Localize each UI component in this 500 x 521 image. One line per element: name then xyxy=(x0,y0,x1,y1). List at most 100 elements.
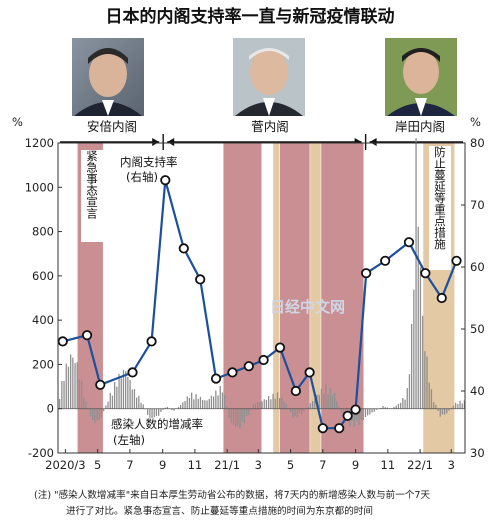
cases-label-line1: 感染人数的增减率 xyxy=(111,417,203,431)
case-bar xyxy=(303,408,305,412)
case-bar xyxy=(109,392,111,409)
case-bar xyxy=(85,401,87,409)
approval-label-line1: 内阁支持率 xyxy=(120,155,178,169)
case-bar xyxy=(290,408,292,413)
case-bar xyxy=(217,395,219,409)
case-bar xyxy=(133,389,136,409)
case-bar xyxy=(283,401,285,409)
era-label-kishida: 岸田内阁 xyxy=(395,119,445,134)
x-axis: 2020/3 5 7 9 11 21/1 3 5 7 9 11 22/1 3 xyxy=(45,449,455,472)
case-bar xyxy=(353,408,356,427)
case-bar xyxy=(336,401,338,409)
note-line-1: (注) "感染人数增减率"来自日本厚生劳动省公布的数据，将7天内的新增感染人数与… xyxy=(34,489,431,501)
case-bar xyxy=(116,386,118,409)
cases-label-line2: (左轴) xyxy=(113,433,145,447)
case-bar xyxy=(208,399,210,409)
case-bar xyxy=(136,397,138,409)
x-tick-label-7: 5 xyxy=(287,458,294,472)
era-arrow-head-left-2 xyxy=(369,138,377,146)
case-bar xyxy=(259,401,261,409)
plot-frame xyxy=(57,142,466,454)
case-bar xyxy=(281,397,283,409)
priority-period-0 xyxy=(273,143,280,453)
case-bar xyxy=(94,408,96,424)
case-bar xyxy=(292,408,294,418)
case-bar xyxy=(375,408,378,410)
case-bar xyxy=(334,393,336,409)
case-bar xyxy=(138,395,140,409)
case-bar xyxy=(261,401,263,409)
case-bar xyxy=(360,408,362,420)
case-bar xyxy=(140,402,142,409)
case-bar xyxy=(248,408,250,415)
case-bar xyxy=(149,408,151,418)
case-bar xyxy=(199,396,202,409)
case-bar xyxy=(239,408,241,429)
case-bar xyxy=(243,408,246,424)
case-bar xyxy=(404,399,406,409)
approval-point-22 xyxy=(420,268,431,279)
case-bar xyxy=(294,408,296,417)
case-bar xyxy=(228,408,230,418)
right-tick-label-3: 60 xyxy=(470,260,485,274)
left-tick-label-7: 1200 xyxy=(25,136,54,150)
case-bar xyxy=(158,408,160,416)
x-tick-label-12: 3 xyxy=(448,458,455,472)
case-bar xyxy=(257,402,259,409)
case-bar xyxy=(219,386,221,409)
case-bar xyxy=(463,400,466,409)
case-bar xyxy=(459,400,461,409)
case-bar xyxy=(226,407,228,409)
approval-point-5 xyxy=(160,175,171,186)
case-bar xyxy=(446,408,448,414)
case-bar xyxy=(197,398,199,409)
case-bar xyxy=(235,408,237,428)
portrait-abe xyxy=(72,38,144,116)
era-labels: 安倍内阁 菅内阁 岸田内阁 xyxy=(87,119,445,134)
priority-label: 防止蔓延等重点措施 xyxy=(433,145,447,250)
x-tick-label-11: 22/1 xyxy=(407,458,433,472)
case-bar xyxy=(338,406,340,409)
case-bar xyxy=(230,408,232,424)
x-tick-label-9: 9 xyxy=(352,458,359,472)
right-tick-label-2: 50 xyxy=(470,322,485,336)
case-bar xyxy=(327,394,329,409)
approval-series xyxy=(57,175,462,434)
case-bar xyxy=(215,390,217,409)
case-bar xyxy=(120,378,122,409)
case-bar xyxy=(417,226,419,409)
priority-period-1 xyxy=(310,143,321,453)
case-bar xyxy=(184,401,186,409)
case-bar xyxy=(400,402,402,409)
case-bar xyxy=(342,408,345,417)
approval-point-21 xyxy=(403,237,415,248)
approval-point-6 xyxy=(178,243,189,254)
era-arrow-head-left-1 xyxy=(167,138,175,146)
case-bar xyxy=(193,399,195,409)
emergency-label: 紧急事态宣言 xyxy=(85,150,99,220)
x-tick-label-1: 5 xyxy=(94,458,101,472)
right-axis-unit: % xyxy=(470,115,481,129)
case-bar xyxy=(422,315,424,409)
case-bar xyxy=(367,408,369,416)
case-bar xyxy=(307,406,309,409)
case-bar xyxy=(329,388,331,409)
x-tick-label-8: 7 xyxy=(319,458,326,472)
case-bar xyxy=(323,393,325,409)
case-bar xyxy=(362,408,364,421)
case-bar xyxy=(318,394,320,409)
approval-point-8 xyxy=(210,373,222,384)
case-bar xyxy=(373,408,375,412)
left-tick-label-3: 400 xyxy=(32,313,54,327)
approval-point-4 xyxy=(146,336,157,347)
case-bar xyxy=(395,405,397,409)
case-bar xyxy=(232,408,235,426)
case-bar xyxy=(221,392,224,409)
case-bar xyxy=(254,403,257,409)
case-bar xyxy=(122,369,125,409)
case-bar xyxy=(142,404,144,409)
approval-point-23 xyxy=(436,292,447,304)
case-bar xyxy=(309,403,312,409)
approval-point-9 xyxy=(227,367,238,378)
case-bar xyxy=(72,357,74,409)
